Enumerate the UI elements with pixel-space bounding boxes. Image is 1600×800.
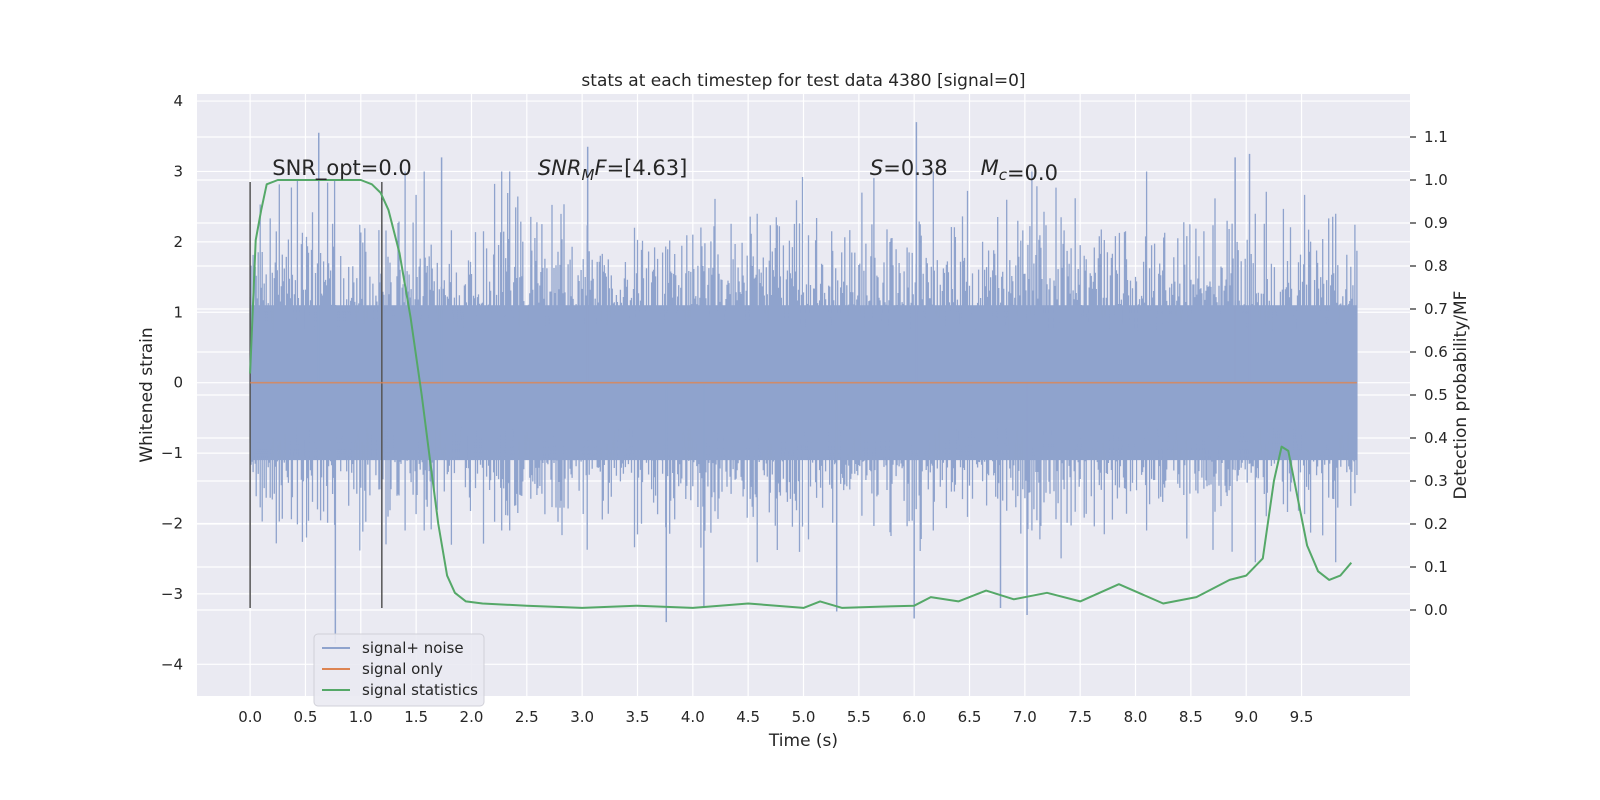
y-tick-label: 4 [173,92,183,110]
x-tick-label: 0.5 [294,708,318,726]
y2-axis-label: Detection probability/MF [1451,291,1471,500]
y2-tick-label: 0.5 [1424,386,1448,404]
legend-box [313,633,485,707]
y2-tick-label: 0.6 [1424,343,1448,361]
x-tick-label: 6.5 [958,708,982,726]
x-tick-label: 9.5 [1290,708,1314,726]
x-tick-label: 7.5 [1068,708,1092,726]
y-tick-label: −2 [161,514,183,532]
y2-tick-label: 0.3 [1424,472,1448,490]
x-tick-label: 1.5 [404,708,428,726]
x-tick-label: 5.5 [847,708,871,726]
y2-tick-label: 0.8 [1424,257,1448,275]
y-tick-label: −1 [161,444,183,462]
x-tick-label: 2.0 [460,708,484,726]
x-tick-label: 2.5 [515,708,539,726]
y-axis-label: Whitened strain [137,327,157,462]
x-tick-label: 9.0 [1234,708,1258,726]
chart-title: stats at each timestep for test data 438… [581,71,1025,91]
y2-tick-label: 1.0 [1424,171,1448,189]
ticks: 0.0 0.5 1.0 1.5 2.0 2.5 3.0 3.5 4.0 4.5 5.0 5.5 6.0 6… [161,92,1448,726]
x-tick-label: 7.0 [1013,708,1037,726]
x-tick-label: 8.0 [1124,708,1148,726]
y2-tick-label: 0.2 [1424,515,1448,533]
x-tick-label: 3.5 [626,708,650,726]
y2-tick-label: 0.9 [1424,214,1448,232]
legend-label-signal-statistics: signal statistics [362,681,478,699]
y-tick-label: −3 [161,585,183,603]
y-tick-label: 2 [173,233,183,251]
signal-statistics-line [249,179,1353,609]
annotations: SNR_opt=0.0 SNRMF=[4.63] S=0.38 Mc=0.0 [272,156,1058,185]
annotation: S=0.38 [870,156,948,180]
y2-tick-label: 0.0 [1424,601,1448,619]
y-tick-label: 1 [173,303,183,321]
x-tick-label: 0.0 [238,708,262,726]
y2-tick-label: 1.1 [1424,128,1448,146]
x-tick-label: 3.0 [570,708,594,726]
annotation: SNRMF=[4.63] [538,156,687,184]
annotation: SNR_opt=0.0 [272,156,412,181]
x-tick-label: 4.5 [736,708,760,726]
y2-tick-label: 0.1 [1424,558,1448,576]
annotation: Mc=0.0 [981,156,1058,185]
x-tick-label: 1.0 [349,708,373,726]
y2-tick-label: 0.4 [1424,429,1448,447]
x-tick-label: 4.0 [681,708,705,726]
y2-tick-label: 0.7 [1424,300,1448,318]
y-tick-label: 3 [173,162,183,180]
legend: signal+ noise signal only signal statist… [313,633,485,707]
y-tick-label: −4 [161,655,183,673]
x-tick-label: 5.0 [792,708,816,726]
legend-label-signal-noise: signal+ noise [362,639,464,657]
x-axis-label: Time (s) [768,731,838,751]
x-tick-label: 8.5 [1179,708,1203,726]
legend-label-signal-only: signal only [362,660,443,678]
x-tick-label: 6.0 [902,708,926,726]
series-signal-statistics [249,179,1353,609]
marker-lines [249,182,383,608]
y-tick-label: 0 [173,374,183,392]
